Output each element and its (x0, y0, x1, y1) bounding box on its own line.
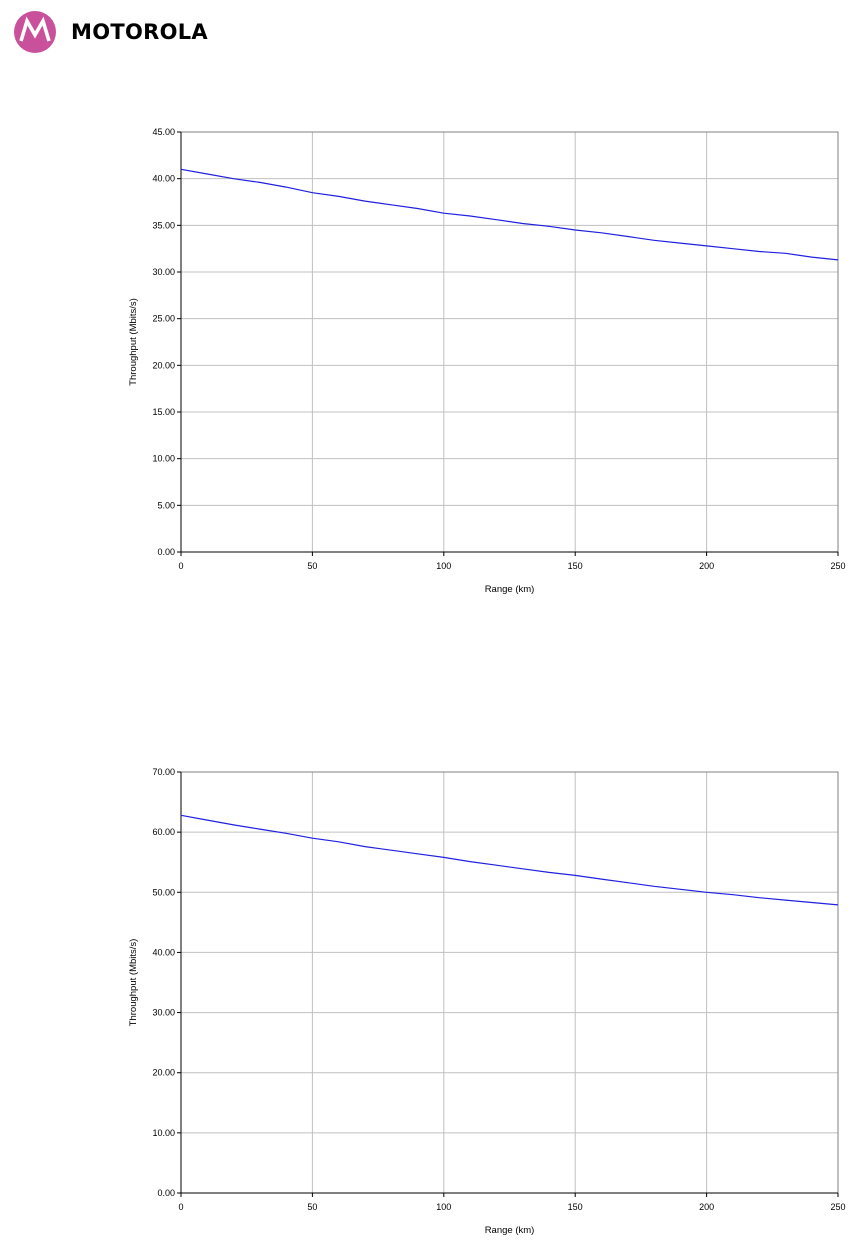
throughput-series-line (180, 168, 839, 261)
y-tick-label: 0.00 (157, 1188, 175, 1198)
y-tick-label: 40.00 (152, 174, 175, 184)
x-tick-label: 50 (307, 561, 317, 571)
y-tick-label: 30.00 (152, 267, 175, 277)
y-tick-label: 10.00 (152, 454, 175, 464)
x-tick-label: 0 (178, 1202, 183, 1212)
brand-name: MOTOROLA (71, 19, 208, 44)
y-tick-label: 20.00 (152, 360, 175, 370)
x-tick-label: 200 (699, 561, 714, 571)
x-tick-label: 150 (568, 1202, 583, 1212)
y-tick-label: 10.00 (152, 1128, 175, 1138)
x-axis-title: Range (km) (485, 584, 535, 595)
y-tick-label: 45.00 (152, 127, 175, 137)
logo-batwing (19, 16, 51, 42)
y-tick-label: 5.00 (157, 500, 175, 510)
y-tick-label: 50.00 (152, 887, 175, 897)
motorola-logo-icon (14, 11, 56, 53)
brand-header: MOTOROLA (14, 10, 208, 54)
y-tick-label: 15.00 (152, 407, 175, 417)
y-tick-label: 0.00 (157, 547, 175, 557)
y-tick-label: 25.00 (152, 314, 175, 324)
y-tick-label: 60.00 (152, 827, 175, 837)
x-tick-label: 250 (830, 561, 845, 571)
x-tick-label: 100 (436, 1202, 451, 1212)
x-tick-label: 50 (307, 1202, 317, 1212)
x-tick-label: 200 (699, 1202, 714, 1212)
x-tick-label: 0 (178, 561, 183, 571)
throughput-series-line (180, 814, 839, 906)
x-axis-title: Range (km) (485, 1225, 535, 1236)
plot-area-frame (180, 131, 839, 553)
y-tick-label: 70.00 (152, 767, 175, 777)
y-axis-title: Throughput (Mbits/s) (128, 939, 139, 1027)
throughput-chart-1: 0.00 5.00 10.00 15.00 20.00 25.00 30.00 35.00 40… (128, 127, 846, 595)
y-axis-title: Throughput (Mbits/s) (128, 298, 139, 386)
x-tick-label: 150 (568, 561, 583, 571)
y-tick-label: 30.00 (152, 1008, 175, 1018)
y-tick-label: 35.00 (152, 220, 175, 230)
plot-area-frame (180, 771, 839, 1194)
throughput-chart-2: 0.00 10.00 20.00 30.00 40.00 50.00 60.00 70.00 0… (128, 767, 846, 1236)
y-tick-label: 40.00 (152, 947, 175, 957)
x-tick-label: 250 (830, 1202, 845, 1212)
y-tick-label: 20.00 (152, 1068, 175, 1078)
x-tick-label: 100 (436, 561, 451, 571)
